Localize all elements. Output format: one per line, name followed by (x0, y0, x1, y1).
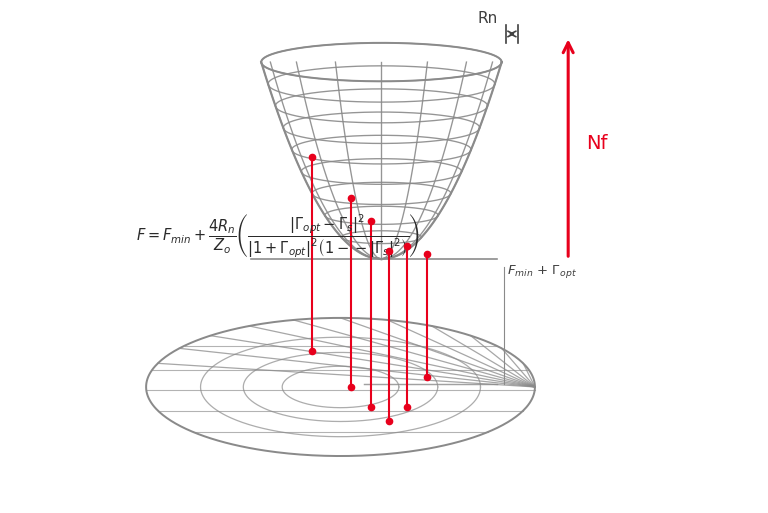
Text: $F_{min}$ + $\Gamma_{opt}$: $F_{min}$ + $\Gamma_{opt}$ (507, 263, 577, 280)
Text: $F = F_{min} + \dfrac{4R_n}{Z_o}\left(\dfrac{|\Gamma_{opt} - \Gamma_s|^2}{|1+\Ga: $F = F_{min} + \dfrac{4R_n}{Z_o}\left(\d… (136, 212, 420, 260)
Text: Nf: Nf (586, 134, 607, 153)
Text: Rn: Rn (478, 11, 498, 26)
